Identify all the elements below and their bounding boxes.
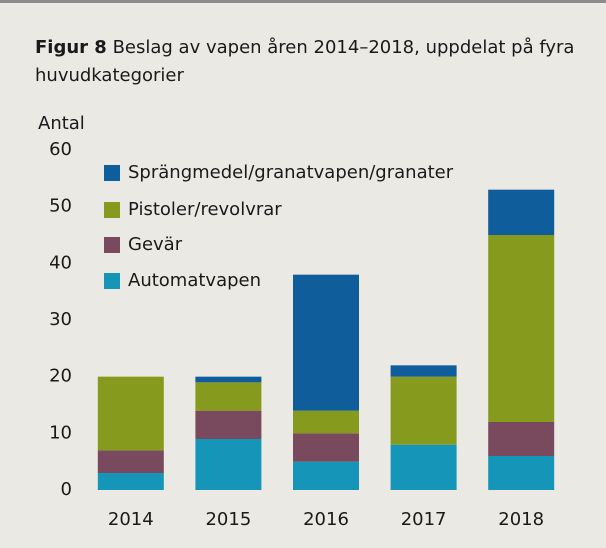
legend-swatch: [104, 273, 120, 289]
figure-label: Figur 8: [35, 37, 107, 58]
y-tick-label: 40: [49, 252, 72, 273]
legend-label: Gevär: [128, 234, 183, 255]
y-tick-label: 60: [49, 139, 72, 160]
bar-segment: [293, 461, 359, 490]
y-tick-label: 30: [49, 309, 72, 330]
y-tick-label: 0: [61, 479, 72, 500]
chart-title: Figur 8 Beslag av vapen åren 2014–2018, …: [35, 34, 580, 90]
bar-segment: [195, 439, 262, 490]
bar-segment: [390, 444, 457, 490]
x-tick-label: 2014: [108, 509, 154, 530]
x-tick-label: 2017: [401, 509, 447, 530]
bar-segment: [293, 410, 359, 434]
bar-segment: [293, 274, 359, 411]
title-text: Beslag av vapen åren 2014–2018, uppdelat…: [35, 37, 575, 86]
legend-label: Pistoler/revolvrar: [128, 199, 282, 220]
bar-segment: [195, 410, 262, 439]
bar-segment: [488, 235, 555, 422]
bar-segment: [390, 376, 457, 445]
bar-segment: [97, 450, 164, 473]
top-rule: [0, 0, 606, 3]
bar-segment: [195, 376, 262, 383]
legend-swatch: [104, 165, 120, 181]
legend-label: Sprängmedel/granatvapen/granater: [128, 162, 454, 183]
legend-swatch: [104, 202, 120, 218]
y-tick-label: 50: [49, 196, 72, 217]
bar-segment: [488, 422, 555, 456]
bar-segment: [488, 189, 555, 235]
x-tick-label: 2016: [303, 509, 349, 530]
y-axis-label: Antal: [38, 113, 85, 134]
bar-segment: [293, 433, 359, 462]
bar-segment: [97, 473, 164, 490]
bar-segment: [195, 382, 262, 411]
x-tick-label: 2018: [498, 509, 544, 530]
bar-segment: [390, 365, 457, 377]
legend-swatch: [104, 237, 120, 253]
legend-label: Automatvapen: [128, 270, 261, 291]
y-tick-label: 20: [49, 366, 72, 387]
x-tick-label: 2015: [205, 509, 251, 530]
bar-segment: [488, 456, 555, 490]
y-tick-label: 10: [49, 422, 72, 443]
bar-segment: [97, 376, 164, 451]
